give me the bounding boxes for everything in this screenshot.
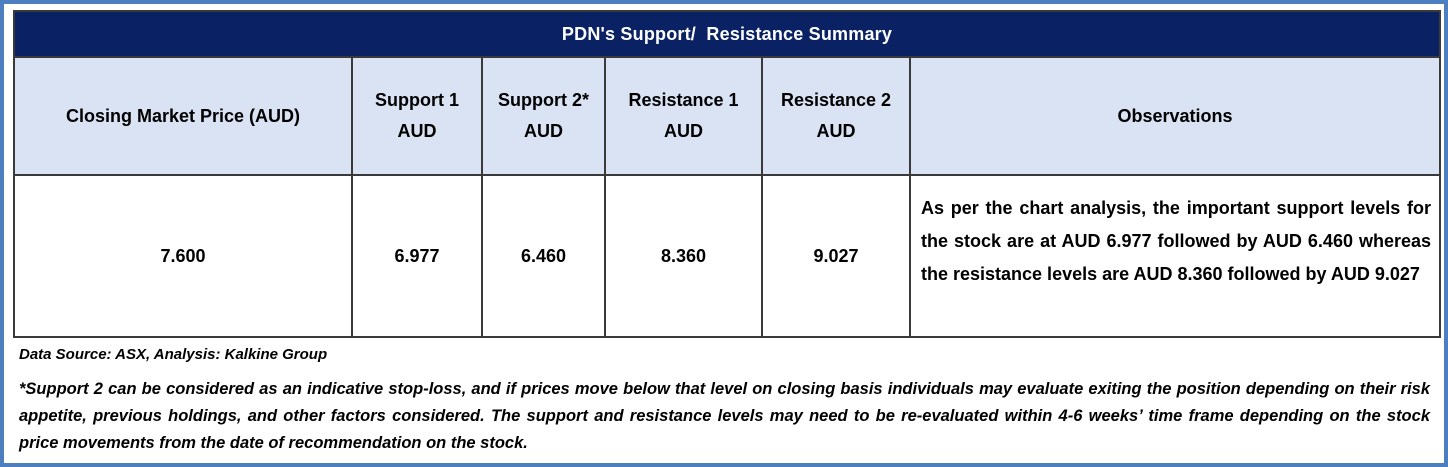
resistance2-value: 9.027	[761, 174, 911, 338]
column-header-label: Resistance 2	[780, 90, 892, 111]
column-header-unit: AUD	[397, 121, 437, 141]
support2-disclaimer: *Support 2 can be considered as an indic…	[19, 380, 1430, 452]
column-header-label: Resistance 1	[628, 90, 739, 111]
support1-value: 6.977	[351, 174, 483, 338]
data-source-note: Data Source: ASX, Analysis: Kalkine Grou…	[19, 346, 328, 363]
column-header-observations: Observations	[908, 56, 1442, 176]
column-header-closing-price: Closing Market Price (AUD)	[13, 56, 353, 176]
closing-price-value: 7.600	[13, 174, 353, 338]
table-header-row: Closing Market Price (AUD) Support 1 AUD…	[13, 56, 1442, 176]
column-header-label: Closing Market Price (AUD)	[65, 105, 301, 126]
column-header-unit: AUD	[816, 121, 856, 141]
resistance1-value: 8.360	[604, 174, 763, 338]
column-header-label: Support 2*	[497, 90, 589, 111]
column-header-unit: AUD	[664, 121, 703, 141]
column-header-support1: Support 1 AUD	[351, 56, 483, 176]
table-data-row: 7.600 6.977 6.460 8.360 9.027 As per the…	[13, 174, 1442, 338]
column-header-label: Support 1	[375, 90, 459, 111]
column-header-resistance1: Resistance 1 AUD	[604, 56, 763, 176]
column-header-resistance2: Resistance 2 AUD	[761, 56, 911, 176]
column-header-label: Observations	[1117, 105, 1233, 126]
table-title-row: PDN's Support/ Resistance Summary	[12, 10, 1442, 58]
column-header-unit: AUD	[524, 121, 563, 141]
observations-text: As per the chart analysis, the important…	[908, 174, 1442, 338]
column-header-support2: Support 2* AUD	[481, 56, 606, 176]
support-resistance-table: PDN's Support/ Resistance Summary Closin…	[12, 10, 1442, 338]
table-title: PDN's Support/ Resistance Summary	[12, 10, 1442, 58]
support2-value: 6.460	[481, 174, 606, 338]
footer-area: Data Source: ASX, Analysis: Kalkine Grou…	[13, 338, 1435, 457]
